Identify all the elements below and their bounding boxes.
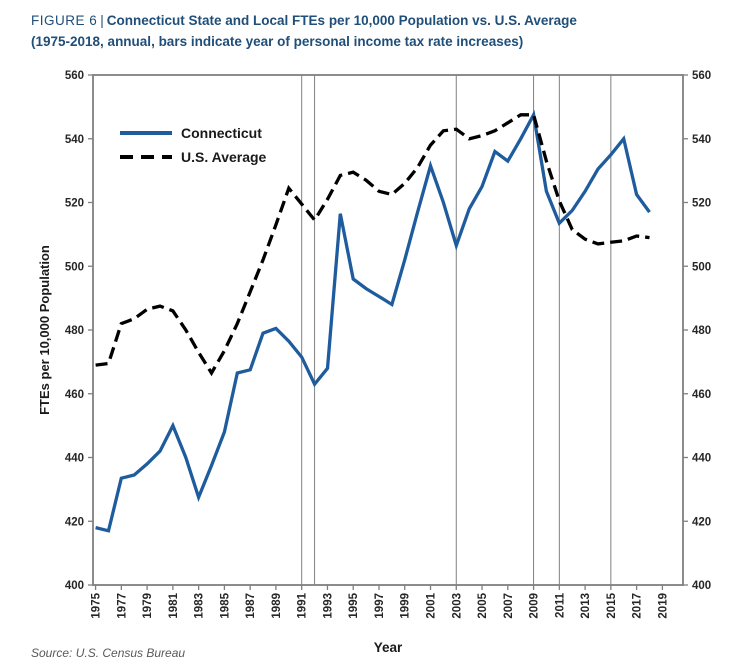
- x-axis-tick-label: 2015: [606, 592, 618, 618]
- x-axis-tick-label: 1981: [168, 592, 180, 618]
- y-axis-tick-label-right: 540: [692, 134, 711, 146]
- figure-label: FIGURE 6: [31, 13, 98, 28]
- y-axis-tick-label-right: 520: [692, 198, 711, 210]
- x-axis-tick-label: 2017: [632, 593, 644, 619]
- y-axis-tick-label: 520: [65, 198, 84, 210]
- y-axis-title: FTEs per 10,000 Population: [37, 245, 52, 415]
- x-axis-tick-label: 2013: [580, 593, 592, 619]
- x-axis-tick-label: 2007: [503, 593, 515, 619]
- x-axis-tick-label: 1989: [271, 593, 283, 619]
- x-axis-tick-label: 2005: [477, 592, 489, 618]
- y-axis-tick-label: 420: [65, 516, 84, 528]
- x-axis-tick-label: 1985: [219, 592, 231, 618]
- x-axis-title: Year: [374, 640, 403, 655]
- us-average-line: [95, 113, 650, 377]
- y-axis-tick-label: 460: [65, 389, 84, 401]
- x-axis-tick-label: 1975: [91, 592, 103, 618]
- legend-label: Connecticut: [181, 125, 262, 141]
- figure-title-separator: |: [100, 13, 104, 28]
- figure-title: FIGURE 6 | Connecticut State and Local FTE…: [31, 10, 721, 52]
- x-axis-tick-label: 2011: [554, 592, 566, 618]
- x-axis-tick-label: 1977: [116, 593, 128, 619]
- y-axis-tick-label: 500: [65, 261, 84, 273]
- y-axis-tick-label: 400: [65, 580, 84, 592]
- figure-title-text: Connecticut State and Local FTEs per 10,…: [106, 13, 577, 28]
- x-axis-tick-label: 1993: [322, 593, 334, 619]
- x-axis-tick-label: 2003: [451, 593, 463, 619]
- y-axis-tick-label-right: 440: [692, 453, 711, 465]
- y-axis-tick-label-right: 480: [692, 325, 711, 337]
- y-axis-tick-label: 560: [65, 70, 84, 82]
- x-axis-tick-label: 2009: [529, 593, 541, 619]
- y-axis-tick-label: 440: [65, 453, 84, 465]
- x-axis-tick-label: 1991: [297, 592, 309, 618]
- y-axis-tick-label: 480: [65, 325, 84, 337]
- x-axis-tick-label: 2001: [426, 592, 438, 618]
- figure-subtitle: (1975-2018, annual, bars indicate year o…: [31, 34, 524, 49]
- x-axis-tick-label: 1999: [400, 593, 412, 619]
- y-axis-tick-label: 540: [65, 134, 84, 146]
- legend-label: U.S. Average: [181, 149, 267, 165]
- connecticut-line: [95, 109, 651, 533]
- y-axis-tick-label-right: 460: [692, 389, 711, 401]
- y-axis-tick-label-right: 400: [692, 580, 711, 592]
- x-axis-tick-label: 1983: [194, 593, 206, 619]
- x-axis-tick-label: 1979: [142, 593, 154, 619]
- x-axis-tick-label: 1987: [245, 593, 257, 619]
- y-axis-tick-label-right: 560: [692, 70, 711, 82]
- x-axis-tick-label: 2019: [657, 593, 669, 619]
- x-axis-tick-label: 1997: [374, 593, 386, 619]
- source-note: Source: U.S. Census Bureau: [31, 646, 186, 660]
- y-axis-tick-label-right: 420: [692, 516, 711, 528]
- y-axis-tick-label-right: 500: [692, 261, 711, 273]
- x-axis-tick-label: 1995: [348, 592, 360, 618]
